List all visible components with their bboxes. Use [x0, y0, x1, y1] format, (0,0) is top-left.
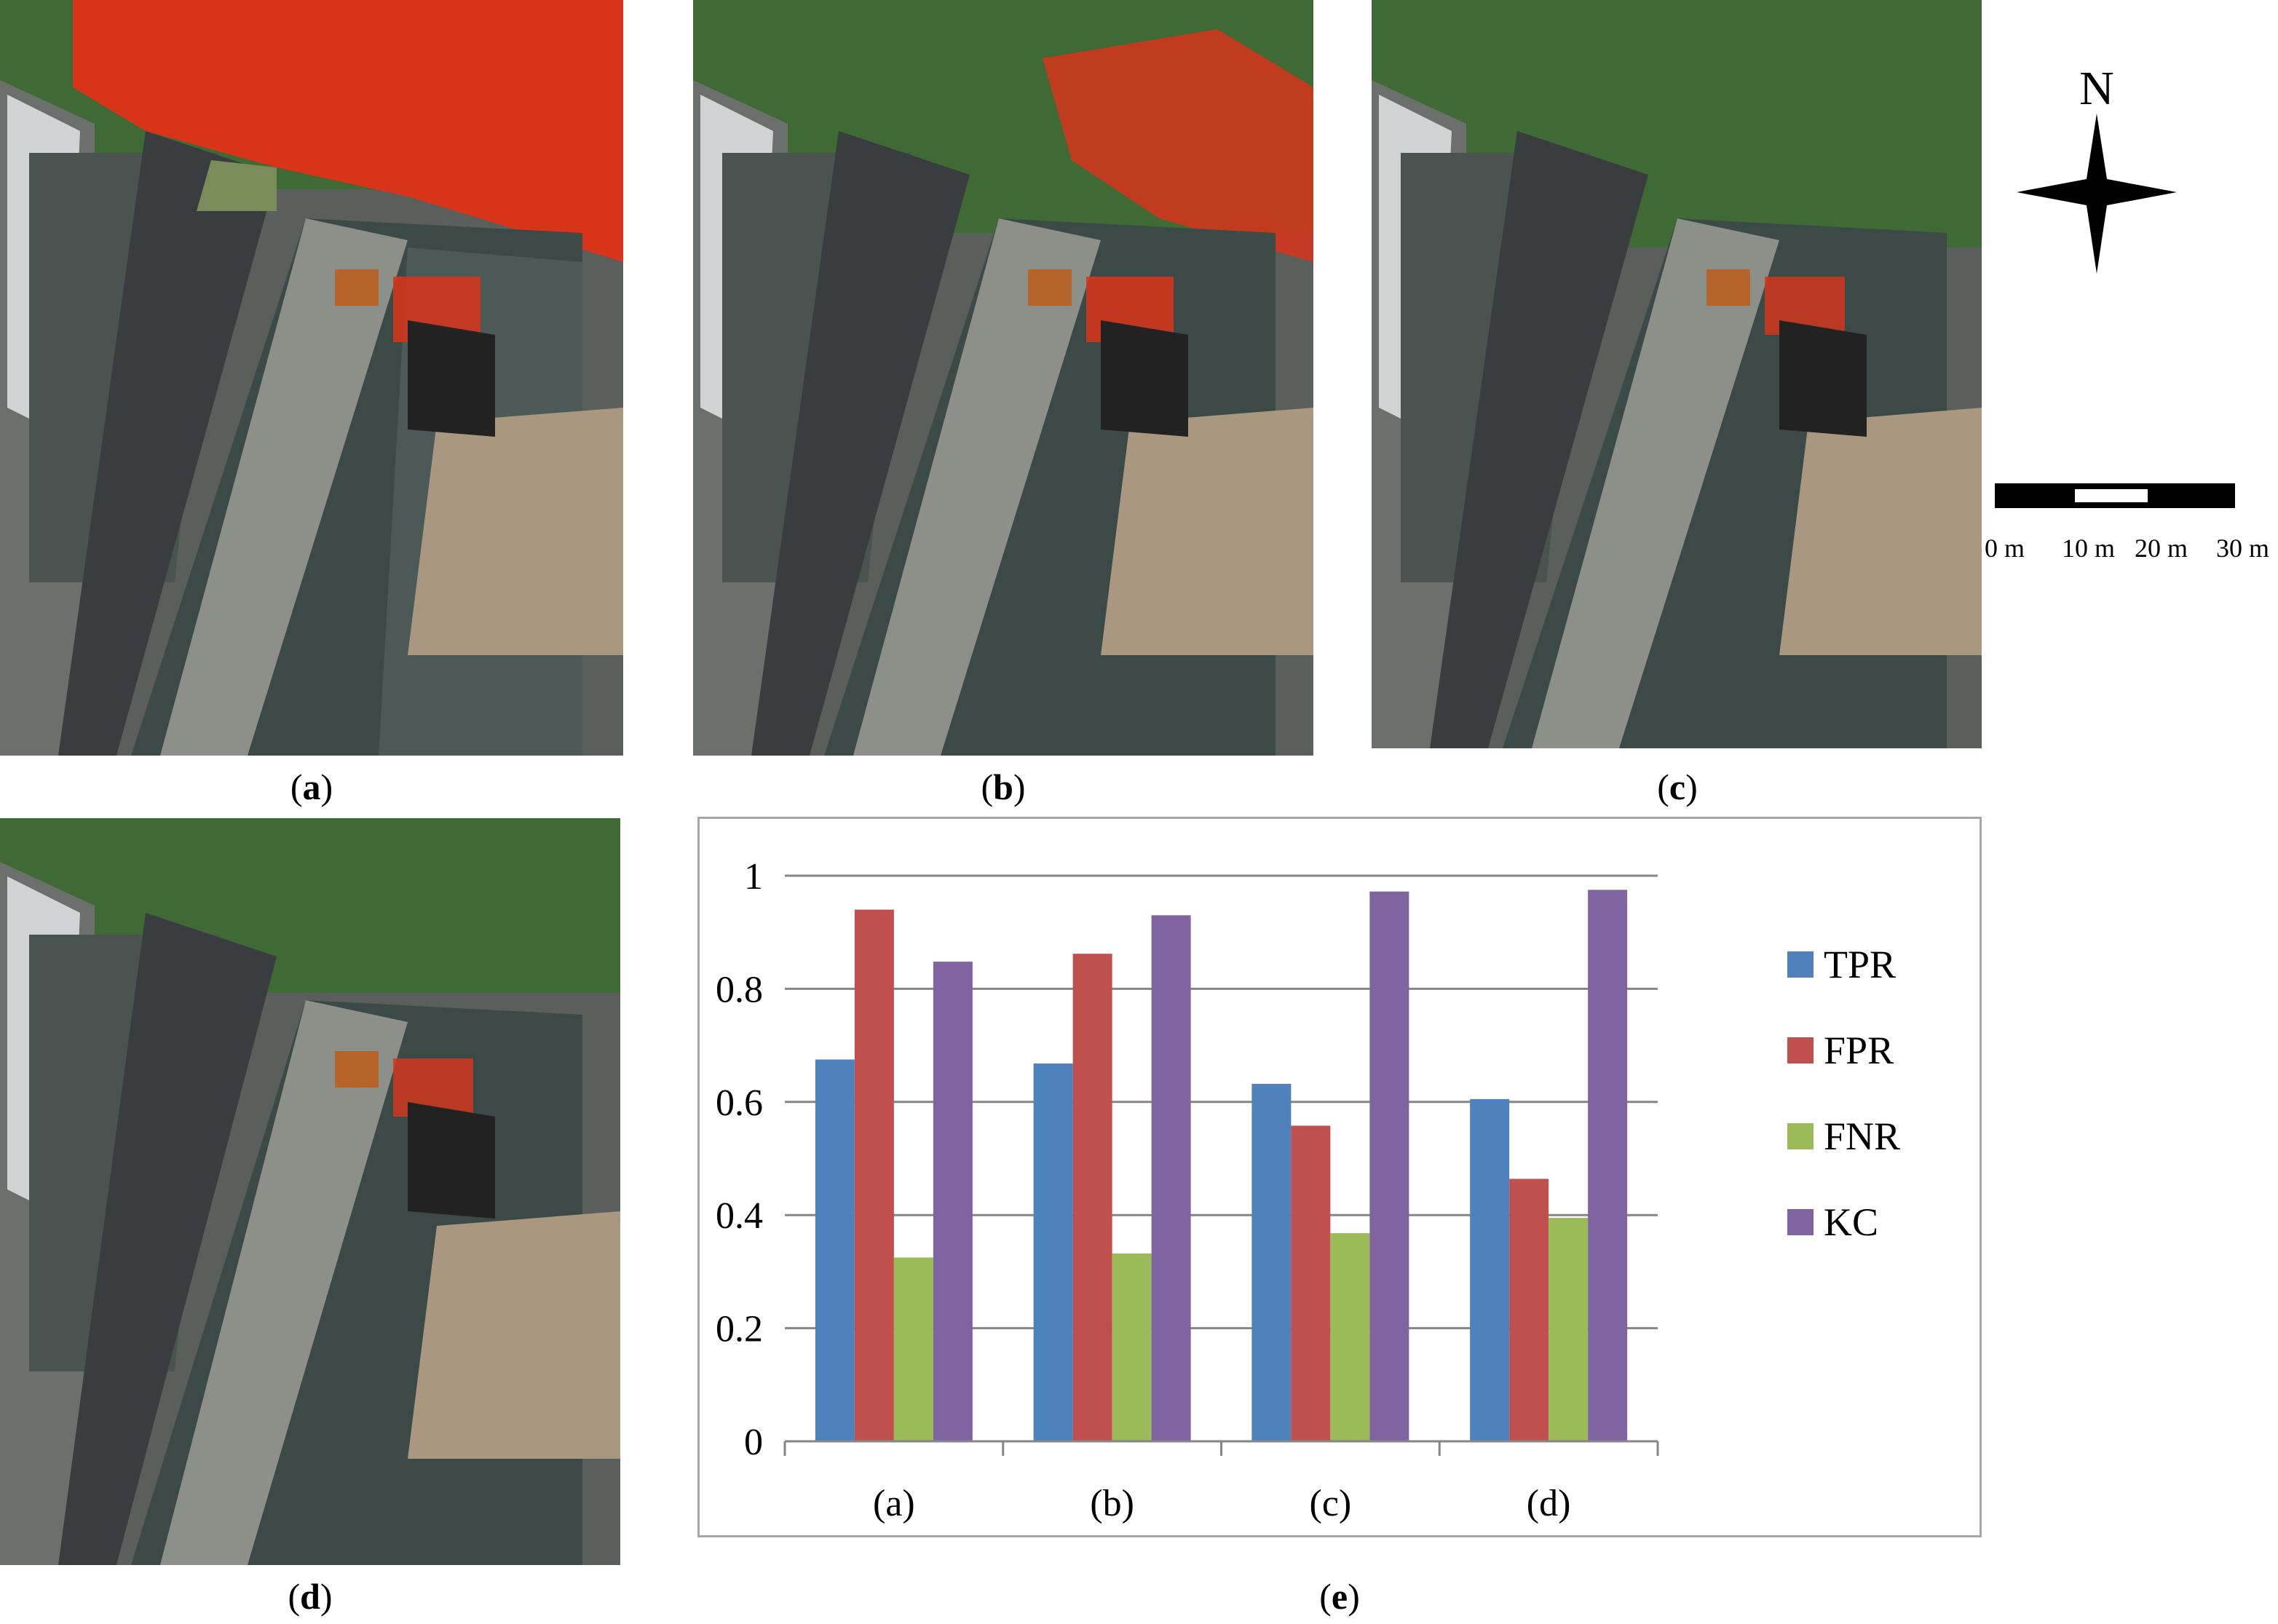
scale-bar — [1995, 483, 2235, 508]
y-tick-label: 0.8 — [716, 969, 763, 1010]
caption-c: (c) — [1657, 767, 1698, 807]
bar-fnr — [1112, 1253, 1152, 1441]
bar-kc — [1151, 915, 1191, 1441]
y-tick-label: 1 — [744, 856, 763, 898]
y-tick-label: 0.2 — [716, 1309, 763, 1350]
scale-labels: 0 m 10 m 20 m 30 m — [1982, 533, 2273, 577]
x-tick-label: (b) — [1090, 1483, 1134, 1524]
bar-tpr — [1033, 1063, 1073, 1441]
legend-swatch-tpr — [1787, 951, 1814, 978]
aerial-photo-c — [1372, 0, 1982, 748]
caption-d: (d) — [288, 1576, 333, 1617]
bar-fnr — [1330, 1233, 1370, 1441]
highlight-region-b — [1043, 29, 1313, 262]
legend-label-kc: KC — [1824, 1200, 1878, 1244]
bar-fnr — [1549, 1218, 1589, 1441]
bar-kc — [1369, 891, 1409, 1441]
aerial-image-a — [0, 0, 623, 756]
aerial-image-c — [1372, 0, 1982, 748]
bar-kc — [933, 962, 973, 1441]
bar-fnr — [893, 1257, 933, 1441]
bar-chart-panel: 0 0.2 0.4 0.6 0.8 1 (a) (b) (c) (d) TPR FPR FNR KC — [697, 817, 1982, 1537]
aerial-photo-a — [0, 0, 623, 756]
legend-swatch-kc — [1787, 1209, 1814, 1235]
bar-tpr — [815, 1059, 855, 1441]
highlight-region-a — [73, 0, 623, 262]
legend-label-tpr: TPR — [1824, 943, 1896, 986]
north-arrow-icon — [2017, 114, 2177, 274]
y-tick-label: 0.6 — [716, 1082, 763, 1124]
aerial-photo-d — [0, 818, 620, 1565]
scale-label-10: 10 m — [2062, 534, 2116, 563]
bar-kc — [1588, 890, 1628, 1441]
bar-tpr — [1251, 1083, 1292, 1441]
caption-a: (a) — [290, 767, 333, 807]
bar-fpr — [1072, 954, 1112, 1441]
north-label: N — [2079, 62, 2114, 115]
scale-label-20: 20 m — [2135, 534, 2188, 563]
aerial-image-d — [0, 818, 620, 1565]
bar-fpr — [1291, 1125, 1331, 1441]
bar-fpr — [854, 909, 894, 1441]
aerial-photo-b — [693, 0, 1313, 756]
x-tick-label: (c) — [1310, 1483, 1352, 1524]
scale-label-0: 0 m — [1985, 534, 2025, 563]
caption-b: (b) — [981, 767, 1026, 807]
legend-label-fnr: FNR — [1824, 1114, 1900, 1158]
bar-fpr — [1509, 1179, 1549, 1441]
scale-label-30: 30 m — [2216, 534, 2270, 563]
y-tick-label: 0 — [744, 1422, 763, 1463]
legend-swatch-fpr — [1787, 1037, 1814, 1063]
x-tick-label: (a) — [873, 1483, 915, 1524]
aerial-image-b — [693, 0, 1313, 756]
legend-swatch-fnr — [1787, 1123, 1814, 1149]
caption-e: (e) — [1319, 1576, 1360, 1617]
bar-tpr — [1470, 1098, 1510, 1441]
y-tick-label: 0.4 — [716, 1195, 763, 1237]
bar-chart: 0 0.2 0.4 0.6 0.8 1 (a) (b) (c) (d) TPR FPR FNR KC — [716, 856, 1900, 1524]
x-tick-label: (d) — [1527, 1483, 1571, 1524]
legend-label-fpr: FPR — [1824, 1029, 1894, 1072]
